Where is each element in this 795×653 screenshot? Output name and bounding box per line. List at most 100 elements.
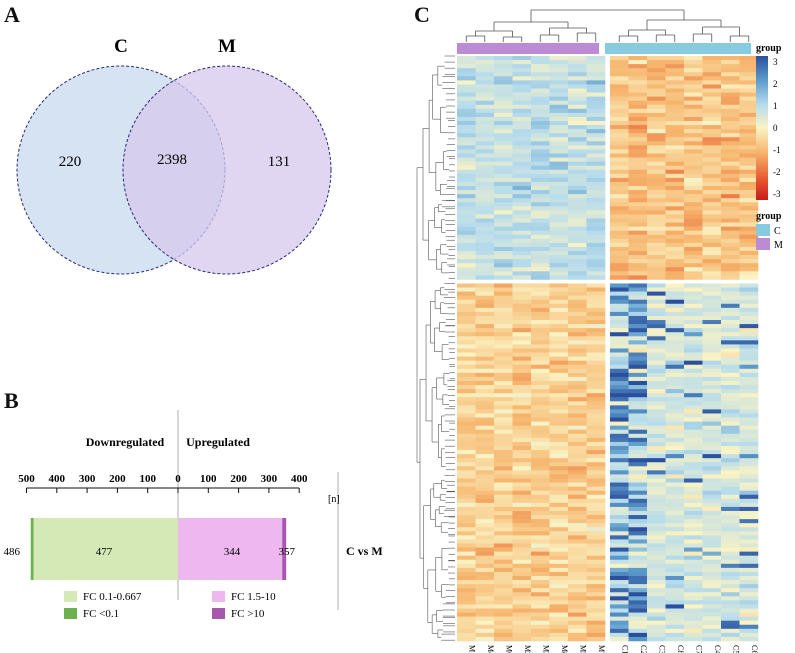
heatmap-cell <box>647 226 666 232</box>
heatmap-cell <box>721 72 740 77</box>
heatmap-cell <box>531 421 550 426</box>
heatmap-cell <box>549 234 569 240</box>
heatmap-cell <box>628 425 648 431</box>
heatmap-cell <box>586 271 606 276</box>
heatmap-cell <box>628 510 648 516</box>
heatmap-cell <box>475 251 495 256</box>
heatmap-cell <box>739 332 759 337</box>
heatmap-cell <box>647 210 666 215</box>
heatmap-cell <box>665 356 685 361</box>
heatmap-cell <box>628 320 648 325</box>
heatmap-cell <box>549 356 569 361</box>
heatmap-cell <box>494 523 513 528</box>
heatmap-cell <box>549 604 569 609</box>
heatmap-cell <box>739 413 759 418</box>
heatmap-cell <box>721 490 740 496</box>
heatmap-cell <box>568 441 587 447</box>
heatmap-cell <box>586 547 606 552</box>
heatmap-cell <box>684 100 703 106</box>
heatmap-cell <box>494 287 513 292</box>
heatmap-cell <box>647 380 666 386</box>
heatmap-cell <box>568 234 587 240</box>
heatmap-cell <box>610 145 629 150</box>
heatmap-cell <box>610 376 629 382</box>
heatmap-cell <box>610 494 629 500</box>
heatmap-cell <box>702 628 722 634</box>
heatmap-cell <box>549 474 569 479</box>
heatmap-cell <box>610 214 629 219</box>
heatmap-cell <box>475 226 495 232</box>
panel-letter-a: A <box>4 2 20 27</box>
heatmap-cell <box>568 328 587 333</box>
heatmap-cell <box>702 612 722 617</box>
heatmap-cell <box>549 551 569 556</box>
heatmap-cell <box>628 380 648 386</box>
heatmap-cell <box>531 527 550 532</box>
heatmap-cell <box>628 230 648 236</box>
heatmap-cell <box>647 64 666 69</box>
heatmap-cell <box>549 632 569 638</box>
heatmap-cell <box>721 498 740 504</box>
heatmap-cell <box>628 190 648 195</box>
heatmap-cell <box>586 64 606 69</box>
heatmap-cell <box>684 445 703 451</box>
bar-fc-10 <box>282 518 287 580</box>
heatmap-cell <box>475 376 495 382</box>
heatmap-cell <box>586 56 606 61</box>
heatmap-cell <box>647 445 666 451</box>
heatmap-cell <box>665 478 685 483</box>
heatmap-cell <box>475 356 495 361</box>
heatmap-cell <box>647 133 666 138</box>
heatmap-cell <box>684 466 703 471</box>
heatmap-cell <box>721 173 740 179</box>
heatmap-cell <box>457 165 476 171</box>
heatmap-cell <box>721 202 740 207</box>
heatmap-cell <box>684 405 703 410</box>
heatmap-cell <box>531 88 550 93</box>
heatmap-cell <box>549 620 569 626</box>
heatmap-cell <box>568 137 587 142</box>
heatmap-cell <box>647 173 666 179</box>
heatmap-cell <box>628 421 648 426</box>
heatmap-cell <box>494 344 513 349</box>
heatmap-cell <box>512 68 532 73</box>
heatmap-cell <box>739 291 759 296</box>
heatmap-cell <box>531 84 550 89</box>
heatmap-cell <box>628 340 648 345</box>
heatmap-cell <box>531 494 550 500</box>
heatmap-cell <box>568 506 587 512</box>
heatmap-cell <box>665 523 685 528</box>
heatmap-cell <box>531 153 550 158</box>
heatmap-cell <box>721 433 740 439</box>
heatmap-cell <box>549 72 569 77</box>
heatmap-cell <box>531 498 550 504</box>
heatmap-cell <box>494 580 513 585</box>
heatmap-cell <box>494 364 513 370</box>
heatmap-cell <box>610 116 629 122</box>
heatmap-cell <box>721 234 740 240</box>
heatmap-cell <box>531 96 550 101</box>
heatmap-cell <box>647 336 666 341</box>
heatmap-cell <box>665 584 685 589</box>
heatmap-cell <box>531 64 550 69</box>
heatmap-cell <box>721 527 740 532</box>
heatmap-cell <box>549 60 569 65</box>
heatmap-cell <box>531 173 550 179</box>
heatmap-cell <box>610 482 629 487</box>
heatmap-cell <box>702 494 722 500</box>
heatmap-cell <box>549 206 569 211</box>
heatmap-cell <box>610 604 629 609</box>
heatmap-cell <box>475 389 495 394</box>
heatmap-cells <box>457 56 759 642</box>
heatmap-cell <box>702 214 722 219</box>
heatmap-cell <box>739 429 759 435</box>
heatmap-cell <box>512 380 532 386</box>
heatmap-cell <box>494 303 513 309</box>
heatmap-cell <box>702 580 722 585</box>
heatmap-cell <box>702 267 722 272</box>
heatmap-cell <box>628 588 648 593</box>
column-label: M6 <box>504 645 513 653</box>
heatmap-cell <box>739 405 759 410</box>
heatmap-cell <box>684 116 703 122</box>
heatmap-cell <box>647 515 666 520</box>
